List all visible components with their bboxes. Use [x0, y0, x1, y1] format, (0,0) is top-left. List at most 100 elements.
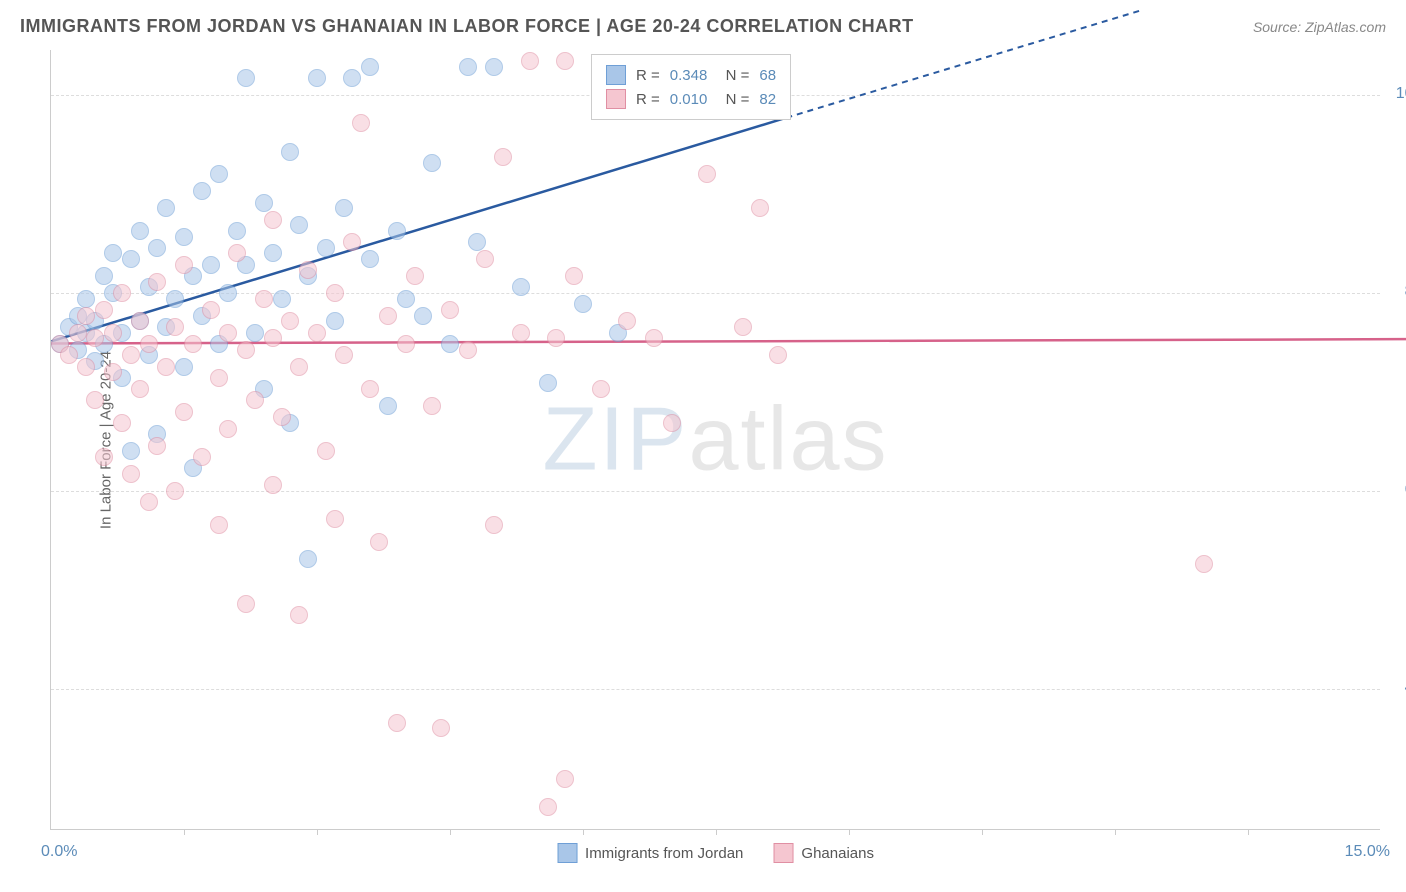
- y-tick-label: 47.5%: [1390, 679, 1406, 697]
- scatter-point: [494, 148, 512, 166]
- scatter-point: [1195, 555, 1213, 573]
- scatter-point: [202, 256, 220, 274]
- scatter-point: [397, 290, 415, 308]
- scatter-point: [343, 233, 361, 251]
- scatter-point: [86, 329, 104, 347]
- scatter-point: [618, 312, 636, 330]
- scatter-point: [104, 363, 122, 381]
- watermark-light: atlas: [688, 389, 888, 489]
- scatter-point: [246, 391, 264, 409]
- scatter-point: [264, 211, 282, 229]
- y-tick-label: 65.0%: [1390, 481, 1406, 499]
- scatter-point: [379, 397, 397, 415]
- chart-source: Source: ZipAtlas.com: [1253, 19, 1386, 35]
- scatter-point: [556, 52, 574, 70]
- x-axis-max-label: 15.0%: [1345, 843, 1390, 861]
- scatter-point: [95, 448, 113, 466]
- scatter-point: [157, 358, 175, 376]
- scatter-point: [255, 194, 273, 212]
- scatter-point: [77, 290, 95, 308]
- scatter-point: [317, 239, 335, 257]
- scatter-point: [122, 346, 140, 364]
- scatter-point: [539, 374, 557, 392]
- title-bar: IMMIGRANTS FROM JORDAN VS GHANAIAN IN LA…: [20, 16, 1386, 37]
- y-tick-label: 82.5%: [1390, 283, 1406, 301]
- scatter-point: [397, 335, 415, 353]
- scatter-point: [131, 222, 149, 240]
- scatter-point: [77, 358, 95, 376]
- stats-n-0: 68: [759, 67, 776, 84]
- scatter-point: [459, 341, 477, 359]
- scatter-point: [237, 595, 255, 613]
- scatter-point: [273, 290, 291, 308]
- x-tick-mark: [849, 829, 850, 835]
- scatter-point: [326, 284, 344, 302]
- stats-swatch-1: [606, 89, 626, 109]
- scatter-point: [565, 267, 583, 285]
- scatter-point: [95, 301, 113, 319]
- scatter-point: [547, 329, 565, 347]
- scatter-point: [122, 442, 140, 460]
- scatter-point: [255, 290, 273, 308]
- stats-swatch-0: [606, 65, 626, 85]
- scatter-point: [441, 301, 459, 319]
- scatter-point: [166, 482, 184, 500]
- stats-r-1: 0.010: [670, 91, 708, 108]
- scatter-point: [290, 358, 308, 376]
- scatter-point: [86, 391, 104, 409]
- scatter-point: [317, 442, 335, 460]
- scatter-point: [352, 114, 370, 132]
- scatter-point: [388, 222, 406, 240]
- scatter-point: [166, 290, 184, 308]
- scatter-point: [423, 154, 441, 172]
- plot-area: In Labor Force | Age 20-24 ZIPatlas 47.5…: [50, 50, 1380, 830]
- scatter-point: [237, 341, 255, 359]
- scatter-point: [104, 244, 122, 262]
- scatter-point: [264, 476, 282, 494]
- stats-row-series-0: R = 0.348 N = 68: [606, 63, 776, 87]
- scatter-point: [77, 307, 95, 325]
- scatter-point: [423, 397, 441, 415]
- scatter-point: [414, 307, 432, 325]
- scatter-point: [361, 58, 379, 76]
- scatter-point: [193, 448, 211, 466]
- legend-label-0: Immigrants from Jordan: [585, 845, 743, 862]
- scatter-point: [698, 165, 716, 183]
- x-tick-mark: [982, 829, 983, 835]
- scatter-point: [122, 250, 140, 268]
- scatter-point: [193, 182, 211, 200]
- scatter-point: [95, 267, 113, 285]
- scatter-point: [379, 307, 397, 325]
- scatter-point: [361, 250, 379, 268]
- y-tick-label: 100.0%: [1390, 85, 1406, 103]
- scatter-point: [406, 267, 424, 285]
- scatter-point: [734, 318, 752, 336]
- stats-box: R = 0.348 N = 68 R = 0.010 N = 82: [591, 54, 791, 120]
- scatter-point: [202, 301, 220, 319]
- gridline-h: [51, 491, 1380, 492]
- scatter-point: [441, 335, 459, 353]
- chart-container: IMMIGRANTS FROM JORDAN VS GHANAIAN IN LA…: [0, 0, 1406, 892]
- scatter-point: [131, 312, 149, 330]
- scatter-point: [335, 199, 353, 217]
- scatter-point: [69, 324, 87, 342]
- scatter-point: [210, 516, 228, 534]
- scatter-point: [228, 222, 246, 240]
- scatter-point: [574, 295, 592, 313]
- scatter-point: [361, 380, 379, 398]
- x-tick-mark: [184, 829, 185, 835]
- legend-item-0: Immigrants from Jordan: [557, 843, 743, 863]
- stats-n-1: 82: [759, 91, 776, 108]
- scatter-point: [512, 324, 530, 342]
- scatter-point: [175, 228, 193, 246]
- scatter-point: [645, 329, 663, 347]
- scatter-point: [219, 284, 237, 302]
- scatter-point: [148, 239, 166, 257]
- scatter-point: [264, 329, 282, 347]
- stats-r-0: 0.348: [670, 67, 708, 84]
- scatter-point: [113, 414, 131, 432]
- scatter-point: [264, 244, 282, 262]
- scatter-point: [476, 250, 494, 268]
- scatter-point: [175, 403, 193, 421]
- scatter-point: [308, 69, 326, 87]
